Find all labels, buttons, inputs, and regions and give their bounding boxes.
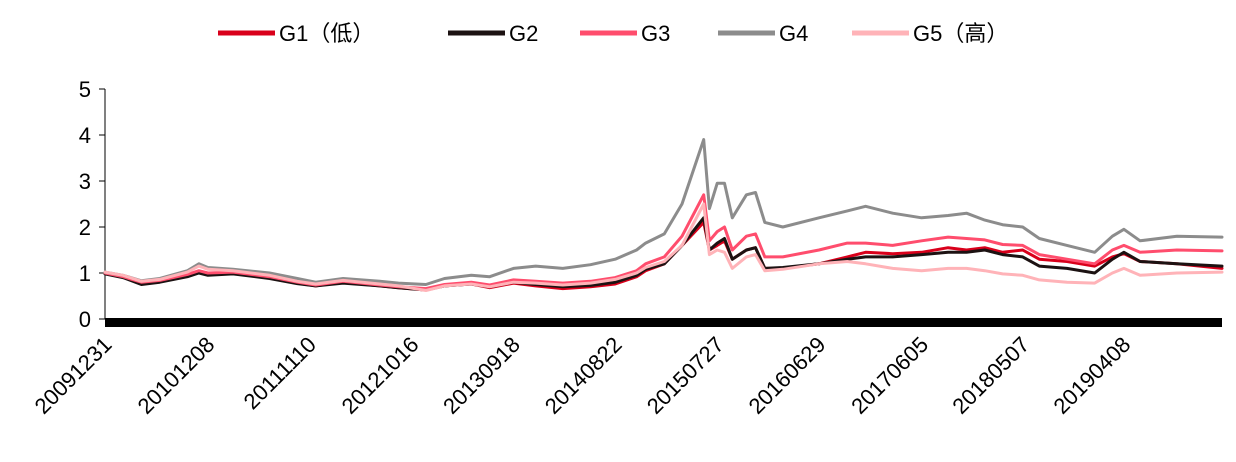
y-tick-label: 5 [79, 77, 91, 102]
y-tick-label: 1 [79, 261, 91, 286]
series-line-g2 [103, 216, 1224, 292]
legend-label: G3 [641, 21, 670, 46]
y-tick-label: 3 [79, 169, 91, 194]
x-tick-label: 20160629 [744, 332, 831, 419]
x-tick-label: 20111110 [239, 332, 321, 414]
legend-item-g2: G2 [448, 21, 538, 46]
y-axis: 0 1 2 3 4 5 [79, 77, 106, 332]
y-tick-label: 0 [79, 307, 91, 332]
x-axis-line [105, 318, 1222, 327]
x-tick-label: 20180507 [947, 332, 1034, 419]
x-tick-label: 20170605 [846, 332, 933, 419]
x-tick-label: 20101208 [133, 332, 220, 419]
x-tick-label: 20130918 [438, 332, 525, 419]
y-tick-label: 4 [79, 123, 91, 148]
x-tick-label: 20121016 [337, 332, 424, 419]
legend-label: G2 [509, 21, 538, 46]
legend-label: G4 [779, 21, 808, 46]
x-tick-label: 20190408 [1049, 332, 1136, 419]
plot-area [103, 138, 1224, 292]
legend-label: G5（高） [913, 21, 1008, 46]
x-tick-label: 20091231 [30, 332, 117, 419]
legend-item-g4: G4 [718, 21, 808, 46]
series-line-g4 [103, 138, 1224, 286]
x-axis: 20091231 20101208 20111110 20121016 20130918… [30, 318, 1222, 419]
legend-label: G1（低） [279, 21, 374, 46]
y-tick-label: 2 [79, 215, 91, 240]
x-tick-label: 20150727 [642, 332, 729, 419]
legend-item-g5: G5（高） [852, 21, 1008, 46]
x-tick-label: 20140822 [540, 332, 627, 419]
chart-legend: G1（低） G2 G3 G4 G5（高） [218, 21, 1008, 46]
legend-item-g3: G3 [580, 21, 670, 46]
legend-item-g1: G1（低） [218, 21, 374, 46]
series-line-g5 [103, 202, 1224, 292]
